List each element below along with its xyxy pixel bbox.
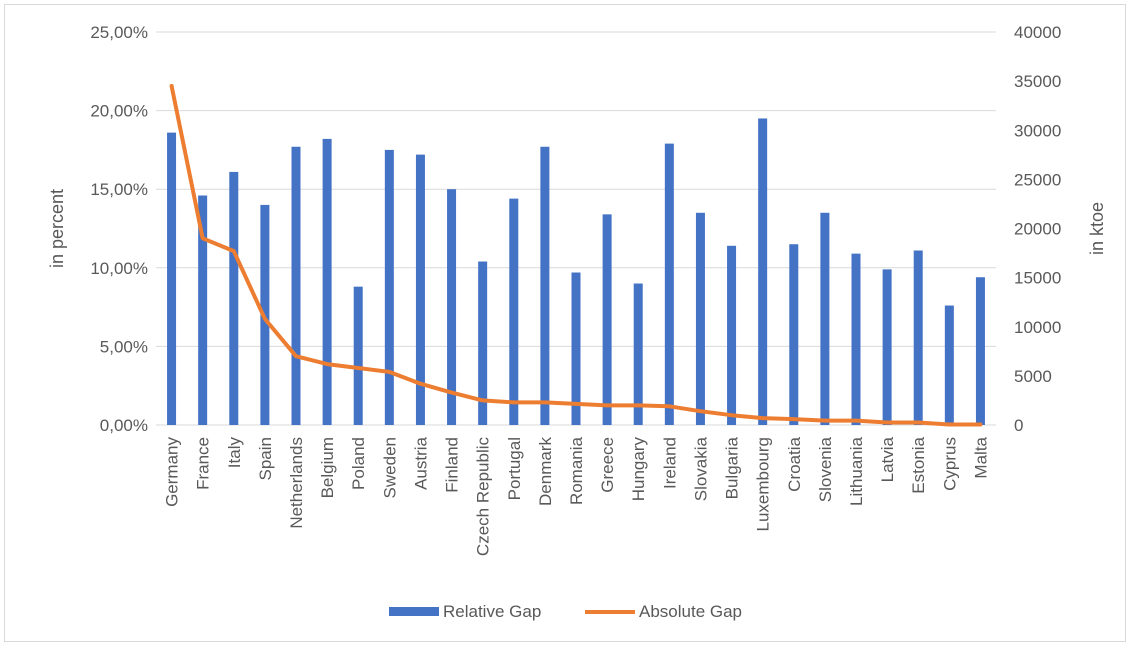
category-label-croatia: Croatia — [785, 436, 804, 491]
category-labels: Germany France Italy Spain Netherlands Belgiu… — [163, 436, 991, 556]
right-tick-label: 5000 — [1014, 367, 1052, 386]
category-label-portugal: Portugal — [505, 437, 524, 500]
category-label-greece: Greece — [598, 437, 617, 493]
category-label-austria: Austria — [411, 436, 430, 489]
bar-greece — [602, 214, 612, 425]
bar-estonia — [913, 250, 923, 425]
bar-portugal — [509, 198, 519, 425]
right-tick-label: 15000 — [1014, 269, 1061, 288]
category-label-ireland: Ireland — [660, 437, 679, 489]
category-label-italy: Italy — [225, 437, 244, 469]
category-label-denmark: Denmark — [536, 437, 555, 506]
bar-italy — [229, 171, 239, 425]
bar-slovenia — [820, 212, 830, 425]
category-label-germany: Germany — [163, 437, 182, 507]
bar-croatia — [789, 244, 799, 425]
category-label-poland: Poland — [349, 437, 368, 490]
left-tick-label: 5,00% — [100, 337, 148, 356]
category-label-romania: Romania — [567, 436, 586, 505]
bar-slovakia — [695, 212, 705, 425]
bar-hungary — [633, 283, 643, 425]
legend-label-absolute-gap: Absolute Gap — [639, 602, 742, 621]
right-tick-label: 25000 — [1014, 170, 1061, 189]
right-tick-label: 35000 — [1014, 72, 1061, 91]
bar-denmark — [540, 146, 550, 426]
bar-france — [198, 195, 208, 425]
category-label-hungary: Hungary — [629, 437, 648, 502]
category-label-lithuania: Lithuania — [847, 436, 866, 506]
bar-sweden — [384, 149, 394, 425]
bar-malta — [975, 277, 985, 425]
line-absolute-gap — [169, 84, 983, 427]
right-axis-ticks: 0 5000 10000 15000 20000 25000 30000 35000 40000 — [1014, 23, 1061, 435]
left-tick-label: 20,00% — [90, 102, 148, 121]
right-axis-title: in ktoe — [1087, 202, 1107, 255]
category-label-belgium: Belgium — [318, 437, 337, 498]
legend-swatch-relative-gap — [389, 607, 439, 616]
bar-austria — [415, 154, 425, 425]
bar-cyprus — [944, 305, 954, 425]
bar-romania — [571, 272, 581, 425]
legend-label-relative-gap: Relative Gap — [443, 602, 541, 621]
bar-netherlands — [291, 146, 301, 426]
left-axis-title: in percent — [47, 189, 67, 268]
left-tick-label: 25,00% — [90, 23, 148, 42]
left-axis-ticks: 0,00% 5,00% 10,00% 15,00% 20,00% 25,00% — [90, 23, 148, 435]
category-label-france: France — [194, 437, 213, 490]
bar-czech-republic — [478, 261, 488, 425]
bar-belgium — [322, 138, 332, 425]
right-tick-label: 0 — [1014, 416, 1023, 435]
category-label-finland: Finland — [443, 437, 462, 493]
bar-latvia — [882, 269, 892, 425]
legend: Relative Gap Absolute Gap — [389, 602, 742, 621]
chart: 0,00% 5,00% 10,00% 15,00% 20,00% 25,00% 0 5000… — [47, 23, 1107, 621]
bar-ireland — [664, 143, 674, 425]
left-tick-label: 0,00% — [100, 416, 148, 435]
category-label-latvia: Latvia — [878, 436, 897, 482]
category-label-netherlands: Netherlands — [287, 437, 306, 529]
line-series-absolute-gap — [169, 84, 983, 427]
bar-finland — [447, 189, 457, 425]
chart-frame: 0,00% 5,00% 10,00% 15,00% 20,00% 25,00% 0 5000… — [4, 4, 1126, 642]
bar-bulgaria — [727, 245, 737, 425]
category-label-slovakia: Slovakia — [691, 436, 710, 501]
right-tick-label: 30000 — [1014, 121, 1061, 140]
right-tick-label: 20000 — [1014, 220, 1061, 239]
category-label-sweden: Sweden — [380, 437, 399, 498]
category-label-slovenia: Slovenia — [816, 436, 835, 502]
category-label-spain: Spain — [256, 437, 275, 480]
right-tick-label: 40000 — [1014, 23, 1061, 42]
bar-series-relative-gap — [167, 118, 985, 426]
bar-germany — [167, 132, 177, 425]
left-tick-label: 10,00% — [90, 259, 148, 278]
left-tick-label: 15,00% — [90, 180, 148, 199]
category-label-cyprus: Cyprus — [940, 437, 959, 491]
category-label-luxembourg: Luxembourg — [754, 437, 773, 532]
category-label-estonia: Estonia — [909, 436, 928, 493]
category-label-bulgaria: Bulgaria — [723, 436, 742, 499]
bar-poland — [353, 286, 363, 425]
right-tick-label: 10000 — [1014, 318, 1061, 337]
bar-lithuania — [851, 253, 861, 425]
category-label-malta: Malta — [971, 436, 990, 478]
category-label-czech-republic: Czech Republic — [474, 437, 493, 557]
bar-luxembourg — [758, 118, 768, 426]
